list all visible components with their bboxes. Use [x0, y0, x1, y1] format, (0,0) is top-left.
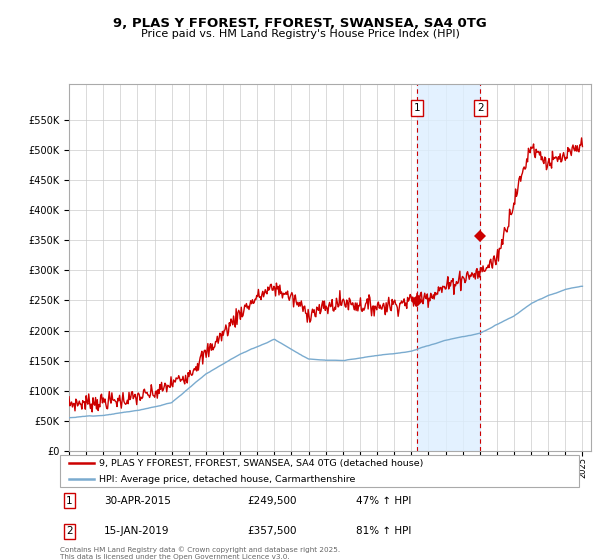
- Text: 81% ↑ HPI: 81% ↑ HPI: [356, 526, 411, 536]
- Text: 30-APR-2015: 30-APR-2015: [104, 496, 171, 506]
- Text: 9, PLAS Y FFOREST, FFOREST, SWANSEA, SA4 0TG (detached house): 9, PLAS Y FFOREST, FFOREST, SWANSEA, SA4…: [99, 459, 424, 468]
- Text: 1: 1: [413, 103, 420, 113]
- Text: 2: 2: [66, 526, 73, 536]
- FancyBboxPatch shape: [60, 455, 579, 487]
- Text: 1: 1: [66, 496, 73, 506]
- Text: 9, PLAS Y FFOREST, FFOREST, SWANSEA, SA4 0TG: 9, PLAS Y FFOREST, FFOREST, SWANSEA, SA4…: [113, 17, 487, 30]
- Text: HPI: Average price, detached house, Carmarthenshire: HPI: Average price, detached house, Carm…: [99, 474, 355, 484]
- Bar: [417, 84, 481, 451]
- Text: 47% ↑ HPI: 47% ↑ HPI: [356, 496, 411, 506]
- Text: Contains HM Land Registry data © Crown copyright and database right 2025.
This d: Contains HM Land Registry data © Crown c…: [60, 546, 340, 559]
- Text: £249,500: £249,500: [247, 496, 296, 506]
- Text: 15-JAN-2019: 15-JAN-2019: [104, 526, 170, 536]
- Text: 2: 2: [477, 103, 484, 113]
- Text: £357,500: £357,500: [247, 526, 296, 536]
- Text: Price paid vs. HM Land Registry's House Price Index (HPI): Price paid vs. HM Land Registry's House …: [140, 29, 460, 39]
